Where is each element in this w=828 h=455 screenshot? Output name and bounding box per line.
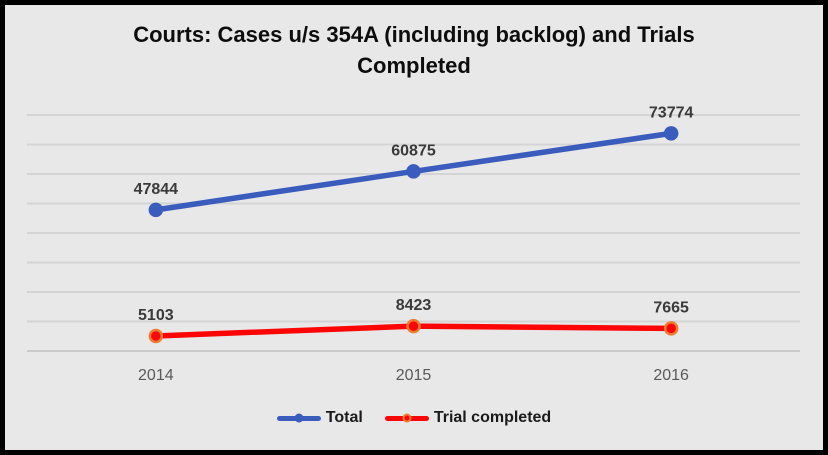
chart-title-line1: Courts: Cases u/s 354A (including backlo… bbox=[133, 22, 695, 47]
legend-item-total: Total bbox=[276, 409, 363, 427]
data-label-total: 47844 bbox=[134, 181, 179, 198]
chart-title: Courts: Cases u/s 354A (including backlo… bbox=[64, 19, 764, 81]
plot-area: 2014 2015 2016 47844 60875 73774 5103 8423 7665 bbox=[27, 104, 800, 384]
data-label-trial-completed: 8423 bbox=[396, 297, 432, 314]
legend: Total Trial completed bbox=[5, 409, 823, 427]
x-tick-label: 2014 bbox=[138, 367, 174, 384]
data-point-total bbox=[663, 126, 679, 141]
data-point-total bbox=[406, 164, 421, 179]
data-point-trial-completed bbox=[148, 328, 164, 344]
legend-line-sample-trial-completed bbox=[384, 413, 429, 423]
x-tick-label: 2016 bbox=[653, 367, 689, 384]
chart-title-line2: Completed bbox=[357, 53, 471, 78]
legend-marker-total bbox=[294, 413, 304, 423]
legend-label-trial-completed: Trial completed bbox=[433, 409, 552, 426]
data-point-trial-completed bbox=[663, 321, 679, 336]
data-label-total: 60875 bbox=[391, 142, 436, 159]
legend-label-total: Total bbox=[325, 409, 363, 426]
x-tick-label: 2015 bbox=[396, 367, 432, 384]
data-point-total bbox=[148, 202, 164, 218]
data-label-total: 73774 bbox=[649, 104, 694, 121]
data-label-trial-completed: 5103 bbox=[138, 307, 174, 324]
legend-marker-trial-completed bbox=[402, 413, 412, 423]
legend-line-sample-total bbox=[276, 413, 321, 423]
legend-item-trial-completed: Trial completed bbox=[384, 409, 552, 427]
data-point-trial-completed bbox=[406, 318, 421, 334]
data-label-trial-completed: 7665 bbox=[653, 299, 689, 316]
